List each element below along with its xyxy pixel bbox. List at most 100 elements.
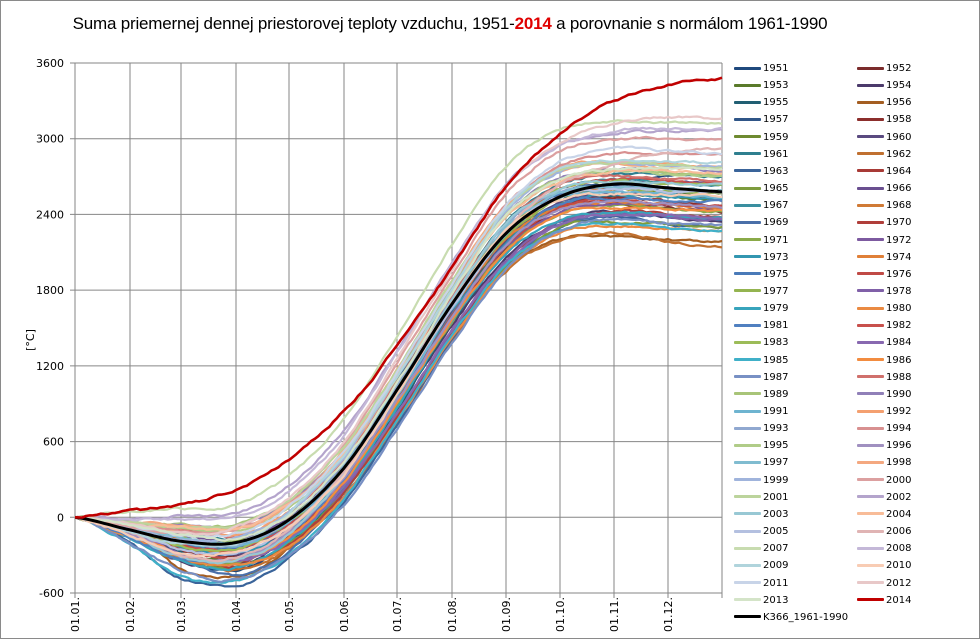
legend-label: 1999	[763, 474, 789, 486]
legend-label: 2014	[886, 594, 912, 606]
legend-swatch	[734, 220, 761, 224]
legend-label: 2007	[763, 543, 789, 555]
legend-label: 1996	[886, 440, 912, 452]
legend-item: 1991	[734, 405, 788, 419]
legend-item: 2001	[734, 491, 788, 505]
legend-item: 1988	[857, 371, 911, 385]
legend-item: 1975	[734, 268, 788, 282]
legend-swatch	[734, 392, 761, 396]
legend-label: 2004	[886, 508, 912, 520]
y-axis-label: [°C]	[24, 329, 37, 351]
legend-label: 1998	[886, 457, 912, 469]
legend-item: 1993	[734, 422, 788, 436]
legend-item: 1985	[734, 354, 788, 368]
x-tick-label: 01.07.	[391, 597, 404, 632]
legend-label: 1975	[763, 268, 789, 280]
x-tick-label: 01.11.	[608, 597, 621, 632]
legend-swatch	[857, 220, 884, 224]
legend-swatch	[734, 238, 761, 241]
legend-label: 2000	[886, 474, 912, 486]
legend-item: 2007	[734, 542, 788, 556]
legend-swatch	[857, 392, 884, 396]
legend-label: 1987	[763, 371, 789, 383]
legend-label: 1955	[763, 97, 789, 109]
legend-label: 1953	[763, 80, 789, 92]
legend-label: 1982	[886, 320, 912, 332]
x-tick-label: 01.06.	[338, 597, 351, 632]
legend-swatch	[734, 375, 761, 379]
legend-item: 2004	[857, 508, 911, 522]
legend-label: 1978	[886, 285, 912, 297]
series-line-1979	[74, 210, 723, 572]
series-lines	[74, 76, 723, 588]
legend-label: 1966	[886, 183, 912, 195]
legend-swatch	[734, 135, 761, 139]
legend-item: 1966	[857, 182, 911, 196]
legend-label: 2001	[763, 491, 789, 503]
legend-item: 1976	[857, 268, 911, 282]
series-line-2014	[74, 76, 723, 519]
legend-swatch	[857, 563, 884, 567]
legend-swatch	[734, 426, 761, 430]
y-tick-label: 0	[57, 511, 64, 524]
legend-label: 2002	[886, 491, 912, 503]
legend-swatch	[734, 460, 761, 464]
legend-label: 1958	[886, 114, 912, 126]
series-line-1957	[74, 182, 723, 548]
legend-swatch	[857, 66, 884, 70]
legend-item: 1962	[857, 148, 911, 162]
legend-swatch	[734, 512, 761, 516]
legend-swatch	[734, 169, 761, 173]
x-tick-label: 01.03.	[175, 597, 188, 632]
legend-swatch	[857, 581, 884, 584]
legend-swatch	[857, 546, 884, 550]
legend-swatch	[734, 306, 761, 310]
legend-swatch	[734, 546, 761, 550]
legend-label: 2003	[763, 508, 789, 520]
y-axis-ticks: 3600 3000 2400 1800 1200 600 0 -600	[36, 57, 64, 600]
legend-swatch	[734, 100, 761, 104]
legend-item: 1961	[734, 148, 788, 162]
legend-item: 1970	[857, 216, 911, 230]
legend-label: 1993	[763, 423, 789, 435]
legend-label: 1981	[763, 320, 789, 332]
legend-item: K366_1961-1990	[734, 611, 848, 625]
legend-label: 2011	[763, 577, 789, 589]
y-tick-label: -600	[39, 587, 64, 600]
series-line-2012	[74, 115, 723, 536]
legend-item: 2009	[734, 559, 788, 573]
legend-swatch	[857, 358, 884, 362]
legend-swatch	[734, 443, 761, 447]
legend-label: 1977	[763, 285, 789, 297]
legend-item: 1967	[734, 199, 788, 213]
legend-label: 1972	[886, 234, 912, 246]
y-tick-label: 3000	[36, 133, 64, 146]
legend-label: 2013	[763, 594, 789, 606]
legend-swatch	[857, 409, 884, 413]
series-line-2011	[74, 145, 723, 538]
legend-item: 1978	[857, 285, 911, 299]
series-line-K366_1961-1990	[74, 182, 723, 546]
legend-swatch	[734, 340, 761, 344]
legend-item: 2012	[857, 577, 911, 591]
legend-label: 1967	[763, 200, 789, 212]
series-line-2007	[74, 119, 723, 519]
legend-swatch	[857, 460, 884, 464]
legend-swatch	[857, 512, 884, 516]
legend-item: 2002	[857, 491, 911, 505]
series-line-1997	[74, 185, 723, 545]
legend-item: 2010	[857, 559, 911, 573]
legend-label: 1960	[886, 131, 912, 143]
series-line-2008	[74, 126, 723, 522]
legend-swatch	[857, 117, 884, 121]
legend-label: 2008	[886, 543, 912, 555]
legend-label: 2010	[886, 560, 912, 572]
legend-item: 1960	[857, 131, 911, 145]
legend-item: 1980	[857, 302, 911, 316]
legend-item: 2011	[734, 577, 788, 591]
legend-item: 1983	[734, 336, 788, 350]
legend-swatch	[857, 289, 884, 293]
legend-item: 1951	[734, 62, 788, 76]
legend-label: 1984	[886, 337, 912, 349]
legend-label: 1969	[763, 217, 789, 229]
